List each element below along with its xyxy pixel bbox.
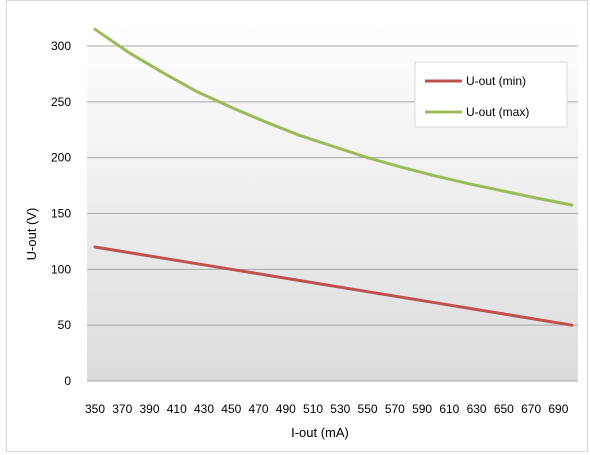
x-tick-label: 470	[249, 402, 269, 416]
y-tick-label: 100	[51, 262, 71, 276]
x-tick-label: 550	[358, 402, 378, 416]
y-tick-label: 250	[51, 95, 71, 109]
x-tick-label: 610	[439, 402, 459, 416]
x-tick-label: 670	[521, 402, 541, 416]
legend-label-u-out-min: U-out (min)	[466, 74, 526, 88]
x-tick-label: 510	[303, 402, 323, 416]
y-axis-title: U-out (V)	[24, 208, 39, 261]
series-line-u-out-max	[93, 27, 574, 207]
y-tick-label: 50	[58, 318, 72, 332]
y-tick-label: 200	[51, 151, 71, 165]
legend-box	[414, 61, 568, 128]
x-axis-title: I-out (mA)	[291, 425, 349, 440]
x-tick-label: 430	[194, 402, 214, 416]
x-axis-ticks: 350 370 390 410 430 450 470 490 510 530 550 570 590 6…	[85, 402, 569, 416]
series-group	[93, 27, 574, 327]
x-tick-label: 350	[85, 402, 105, 416]
y-tick-label: 150	[51, 207, 71, 221]
y-tick-label: 0	[64, 374, 71, 388]
series-line-u-out-min	[93, 245, 574, 327]
x-tick-label: 530	[330, 402, 350, 416]
x-tick-label: 410	[167, 402, 187, 416]
x-tick-label: 570	[385, 402, 405, 416]
x-tick-label: 390	[139, 402, 159, 416]
legend: U-out (min) U-out (max)	[414, 61, 568, 128]
legend-label-u-out-max: U-out (max)	[466, 105, 529, 119]
x-tick-label: 370	[112, 402, 132, 416]
y-tick-label: 300	[51, 39, 71, 53]
x-tick-label: 630	[467, 402, 487, 416]
x-tick-label: 450	[221, 402, 241, 416]
x-tick-label: 690	[548, 402, 568, 416]
x-tick-label: 490	[276, 402, 296, 416]
y-axis-ticks: 0 50 100 150 200 250 300	[51, 39, 71, 388]
x-tick-label: 590	[412, 402, 432, 416]
x-tick-label: 650	[494, 402, 514, 416]
